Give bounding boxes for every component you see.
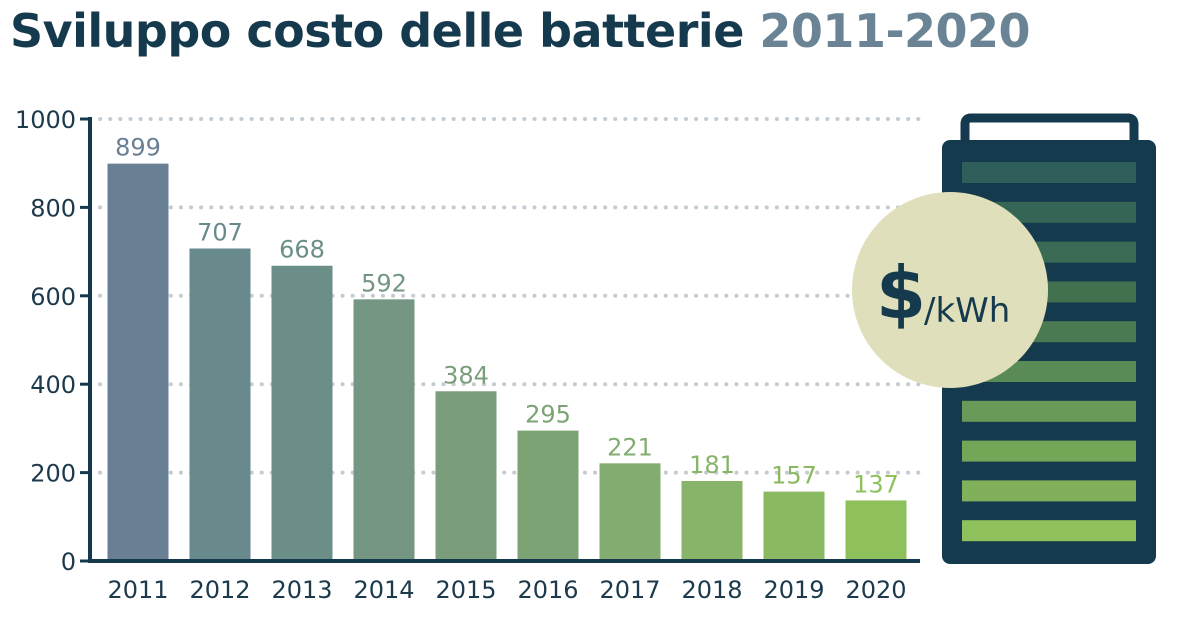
bar-2013 (271, 265, 333, 561)
data-label: 899 (115, 134, 161, 162)
data-label: 384 (443, 361, 489, 389)
title-text: Sviluppo costo delle batterie (10, 4, 744, 58)
x-tick-label: 2012 (189, 576, 250, 604)
data-label: 221 (607, 433, 653, 461)
data-labels: 899 707 668 592 384 295 221 181 157 137 (115, 134, 899, 499)
x-tick-label: 2019 (763, 576, 824, 604)
bar-2019 (763, 491, 825, 561)
x-tick-label: 2015 (435, 576, 496, 604)
battery-icon: $ /kWh (852, 113, 1156, 564)
battery-cell (962, 480, 1136, 502)
dollar-sign: $ (876, 251, 926, 335)
data-label: 181 (689, 451, 735, 479)
y-tick-label: 800 (30, 194, 76, 222)
x-tick-label: 2017 (599, 576, 660, 604)
bar-2020 (845, 500, 907, 561)
title-years: 2011-2020 (759, 4, 1031, 58)
battery-cell (962, 400, 1136, 422)
data-label: 668 (279, 236, 325, 264)
data-label: 592 (361, 269, 407, 297)
page-title: Sviluppo costo delle batterie 2011-2020 (10, 0, 1031, 62)
battery-cell (962, 162, 1136, 183)
data-label: 137 (853, 470, 899, 498)
x-tick-label: 2013 (271, 576, 332, 604)
bar-2018 (681, 480, 743, 561)
battery-cell (962, 520, 1136, 542)
unit-badge (852, 192, 1048, 388)
bars (107, 163, 907, 562)
data-label: 157 (771, 462, 817, 490)
bar-2015 (435, 391, 497, 561)
x-tick-label: 2016 (517, 576, 578, 604)
data-label: 295 (525, 401, 571, 429)
y-tick-label: 200 (30, 460, 76, 488)
grid (88, 117, 922, 475)
bar-2011 (107, 163, 169, 561)
data-label: 707 (197, 219, 243, 247)
x-tick-label: 2020 (845, 576, 906, 604)
y-tick-label: 0 (61, 548, 76, 576)
y-axis-ticks: 0 200 400 600 800 1000 (15, 106, 90, 576)
bar-2014 (353, 299, 415, 561)
y-tick-label: 1000 (15, 106, 76, 134)
x-tick-label: 2011 (107, 576, 168, 604)
y-tick-label: 600 (30, 283, 76, 311)
battery-cell (962, 440, 1136, 462)
bar-2012 (189, 248, 251, 562)
bar-2016 (517, 430, 579, 561)
x-tick-label: 2014 (353, 576, 414, 604)
y-tick-label: 400 (30, 371, 76, 399)
x-tick-label: 2018 (681, 576, 742, 604)
battery-terminal (960, 113, 1139, 146)
x-axis-labels: 2011 2012 2013 2014 2015 2016 2017 2018 2019 2020 (107, 576, 906, 604)
bar-2017 (599, 463, 661, 561)
per-kwh-label: /kWh (924, 291, 1010, 331)
